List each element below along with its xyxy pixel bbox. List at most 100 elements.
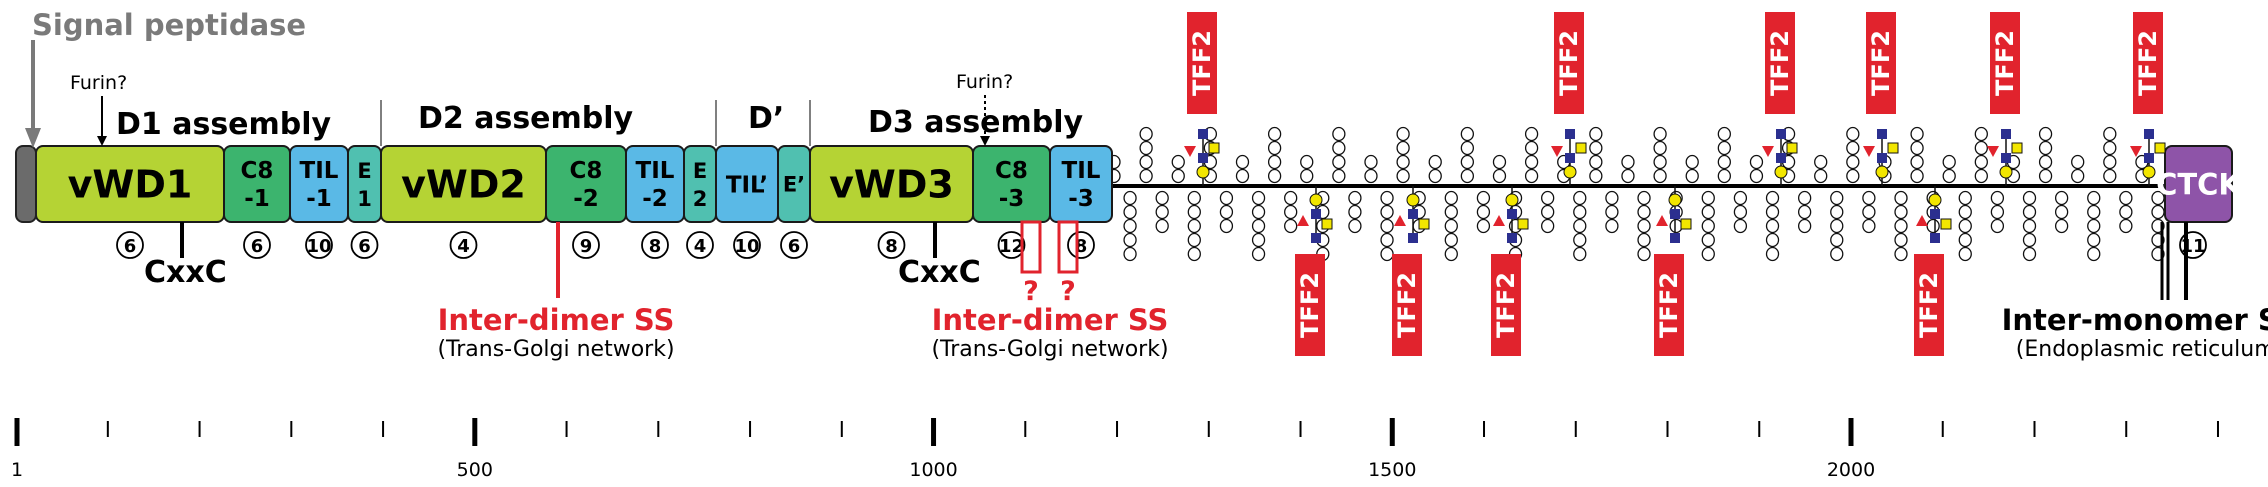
glycan-glcnac (1776, 153, 1786, 163)
o-glycan-sugar (1476, 204, 1491, 220)
o-glycan-sugar (1380, 190, 1394, 206)
inter-dimer-sub-2: (Trans-Golgi network) (931, 337, 1168, 362)
inter-dimer-bracket-2 (1057, 220, 1079, 274)
o-glycan-sugar (1958, 232, 1972, 248)
o-glycan-sugar (1396, 154, 1410, 170)
o-glycan-sugar (1380, 246, 1394, 262)
o-glycan-sugar (2087, 190, 2101, 206)
o-glycan-sugar (2087, 204, 2101, 220)
glycan-glcnac (1311, 209, 1321, 219)
o-glycan-sugar (1123, 190, 1137, 206)
glycan-glcnac (1565, 153, 1575, 163)
axis-tick-label: 500 (457, 459, 493, 481)
o-glycan-sugar (1187, 190, 1201, 206)
o-glycan-sugar (1797, 218, 1812, 234)
cysteine-count-label: 4 (457, 236, 470, 257)
o-glycan-sugar (2103, 154, 2117, 170)
glycan-galnac (1321, 218, 1333, 230)
o-glycan-sugar (1701, 232, 1715, 248)
tff2-label-box (1990, 12, 2020, 114)
o-glycan-sugar (1187, 218, 1201, 234)
o-glycan-sugar (1717, 168, 1731, 184)
furin-arrowhead-2 (980, 136, 990, 146)
o-glycan-sugar (1460, 140, 1475, 156)
o-glycan-sugar (1187, 204, 1201, 220)
cysteine-count-label: 6 (788, 236, 801, 257)
d-prime-label: D’ (748, 101, 784, 136)
o-glycan-sugar (1139, 140, 1153, 156)
domain-block (2164, 145, 2233, 223)
tff2-label-text: TFF2 (1915, 272, 1943, 338)
glycan-galnac (1786, 142, 1798, 154)
glycan-glcnac (1930, 209, 1940, 219)
cysteine-count-circle (116, 231, 144, 259)
o-glycan-sugar (1171, 154, 1185, 170)
tff2-label-box (1295, 254, 1325, 356)
inter-dimer-label-1: Inter-dimer SS (438, 303, 675, 337)
o-glycan-sugar (1701, 246, 1715, 262)
glycan-glcnac (1198, 153, 1208, 163)
cysteine-count-circle (243, 231, 271, 259)
o-glycan-sugar (1621, 154, 1635, 170)
domain-label-suffix: -1 (306, 186, 332, 212)
o-glycan-sugar (1524, 126, 1539, 142)
domain-label: vWD1 (68, 163, 193, 207)
o-glycan-sugar (1637, 190, 1651, 206)
o-glycan-sugar (1717, 140, 1731, 156)
o-glycan-sugar (1589, 140, 1603, 156)
tff2-label-text: TFF2 (2134, 30, 2162, 96)
o-glycan-sugar (1267, 140, 1282, 156)
o-glycan-sugar (2054, 204, 2069, 220)
glycan-glcnac (2001, 153, 2011, 163)
glycan-fucose (1987, 146, 1999, 157)
o-glycan-sugar (2038, 154, 2053, 170)
o-glycan-sugar (1235, 154, 1250, 170)
o-glycan-sugar (1573, 232, 1587, 248)
tff2-labels: TFF2 TFF2 TFF2 TFF2 TFF2 TFF2 TFF2 TFF2 TFF2 TFF2… (1184, 12, 2166, 356)
o-glycan-sugar (1524, 140, 1539, 156)
o-glycan-sugar (2022, 204, 2037, 220)
tff2-label-box (1765, 12, 1795, 114)
glycan-galnac (2154, 142, 2166, 154)
o-glycan-sugar (1524, 168, 1539, 184)
glycan-fucose (1394, 215, 1406, 226)
domain-label: vWD2 (401, 163, 526, 207)
glycan-fucose (1863, 146, 1875, 157)
o-glycan-sugar (1187, 246, 1201, 262)
glycan-fucose (1184, 146, 1196, 157)
cysteine-count-circle (641, 231, 669, 259)
o-glycan-sugar (1444, 204, 1458, 220)
tff2-label-text: TFF2 (1991, 30, 2019, 96)
o-glycan-sugar (1589, 168, 1603, 184)
cysteine-count-label: 10 (734, 236, 759, 257)
o-glycan-sugar (1123, 232, 1137, 248)
cysteine-count-label: 6 (358, 236, 371, 257)
glycan-fucose (2130, 146, 2142, 157)
o-glycan-sugar (1894, 232, 1908, 248)
o-glycan-sugar (1990, 204, 2005, 220)
glycan-glcnac-terminal (1311, 233, 1321, 243)
d3-assembly-label: D3 assembly (868, 105, 1084, 140)
tff2-label-text: TFF2 (1188, 30, 1216, 96)
glycan-glcnac-terminal (1565, 129, 1575, 139)
glycan-fucose (1916, 215, 1928, 226)
o-glycan-sugar (1830, 190, 1844, 206)
o-glycan-sugar (2038, 126, 2053, 142)
o-glycan-sugar (1974, 168, 1988, 184)
o-glycan-sugar (1235, 168, 1250, 184)
glycan-glcnac-terminal (1930, 233, 1940, 243)
o-glycan-sugar (1251, 204, 1266, 220)
o-glycan-sugar (1476, 218, 1491, 234)
o-glycan-sugar (1701, 218, 1715, 234)
o-glycan-sugar (1910, 140, 1924, 156)
o-glycan-sugar (1300, 168, 1314, 184)
tff2-label-text: TFF2 (1492, 272, 1520, 338)
o-glycan-sugar (2038, 140, 2053, 156)
o-glycan-sugar (1894, 218, 1908, 234)
domain-label-suffix: 1 (357, 187, 372, 211)
o-glycan-sugar (1139, 168, 1153, 184)
signal-peptidase-label: Signal peptidase (32, 8, 306, 42)
o-glycan-sugar (1685, 168, 1699, 184)
o-glycan-sugar (1155, 204, 1169, 220)
